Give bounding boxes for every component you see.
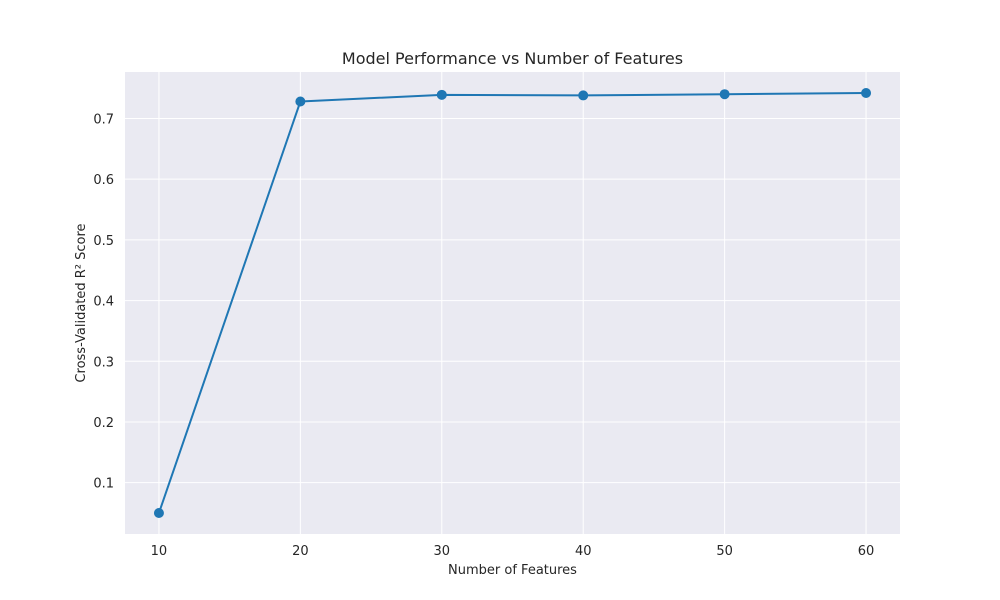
tick-labels: 10 20 30 40 50 60 0.1 0.2 0.3 0.4 0.5 0.6 0.7 <box>93 112 874 559</box>
y-tick-label: 0.1 <box>93 477 114 492</box>
x-tick-label: 10 <box>151 544 168 559</box>
grid-lines <box>125 72 900 534</box>
x-tick-label: 60 <box>858 544 875 559</box>
series-layer <box>153 88 872 518</box>
plot-area <box>125 72 900 534</box>
y-tick-label: 0.5 <box>93 234 114 249</box>
data-point <box>153 508 164 518</box>
chart-title: Model Performance vs Number of Features <box>342 49 683 68</box>
y-tick-label: 0.2 <box>93 416 114 431</box>
data-point <box>578 90 589 101</box>
y-axis-label: Cross-Validated R² Score <box>74 223 89 382</box>
x-tick-label: 50 <box>716 544 733 559</box>
x-tick-label: 20 <box>292 544 309 559</box>
series-line <box>157 92 868 514</box>
y-tick-label: 0.6 <box>93 173 114 188</box>
y-tick-label: 0.3 <box>93 355 114 370</box>
y-tick-label: 0.7 <box>93 112 114 127</box>
y-tick-label: 0.4 <box>93 295 114 310</box>
x-tick-label: 30 <box>434 544 451 559</box>
data-point <box>861 88 872 98</box>
data-point <box>295 96 306 107</box>
data-point <box>719 89 730 100</box>
x-axis-label: Number of Features <box>448 563 577 578</box>
x-tick-label: 40 <box>575 544 592 559</box>
data-point <box>436 89 447 100</box>
